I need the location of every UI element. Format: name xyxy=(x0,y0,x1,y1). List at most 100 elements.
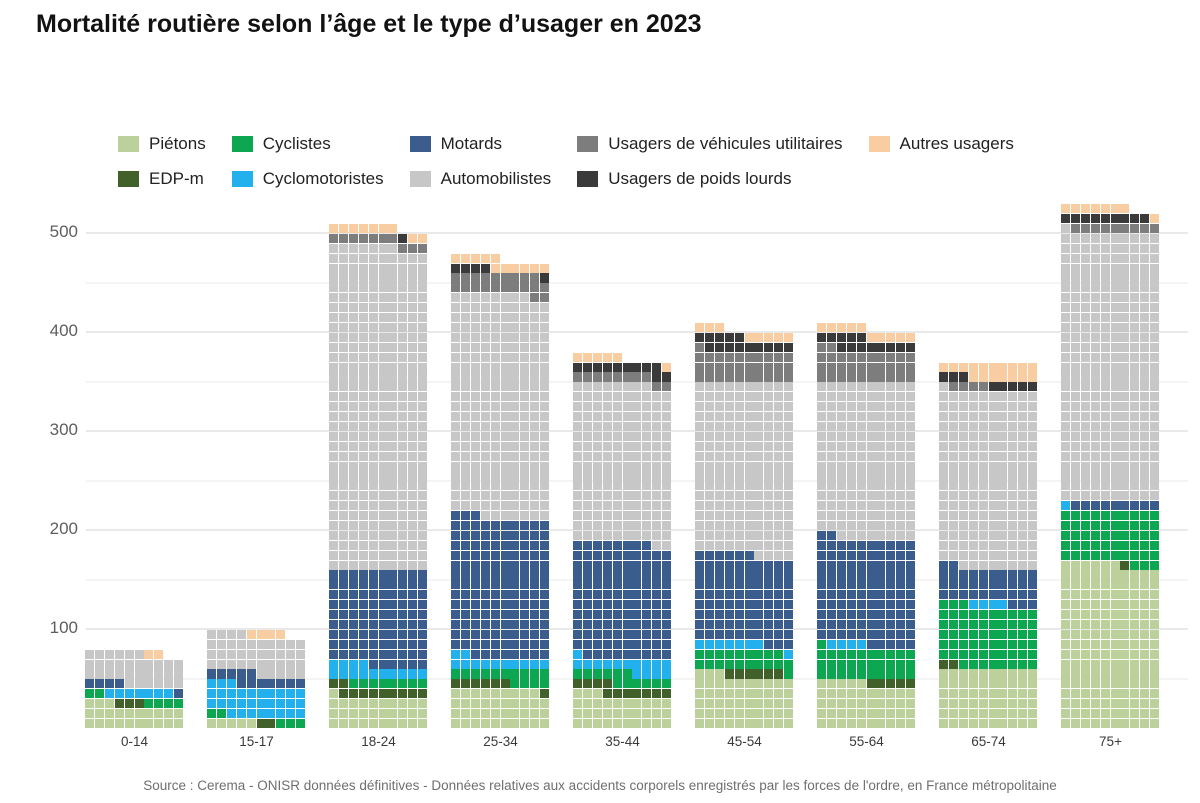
waffle-cell-cyclistes[interactable] xyxy=(724,659,734,669)
waffle-cell-motards[interactable] xyxy=(622,560,632,570)
waffle-cell-automobilistes[interactable] xyxy=(1090,441,1100,451)
waffle-cell-automobilistes[interactable] xyxy=(520,441,530,451)
waffle-cell-motards[interactable] xyxy=(540,540,550,550)
waffle-cell-cyclistes[interactable] xyxy=(1110,520,1120,530)
waffle-cell-automobilistes[interactable] xyxy=(948,481,958,491)
waffle-cell-pi-tons[interactable] xyxy=(398,718,408,728)
waffle-cell-motards[interactable] xyxy=(978,570,988,580)
waffle-cell-usagers-de-poids-lourds[interactable] xyxy=(1100,214,1110,224)
waffle-cell-motards[interactable] xyxy=(866,550,876,560)
waffle-cell-pi-tons[interactable] xyxy=(602,718,612,728)
waffle-cell-motards[interactable] xyxy=(744,560,754,570)
waffle-cell-automobilistes[interactable] xyxy=(754,550,764,560)
waffle-cell-cyclomotoristes[interactable] xyxy=(276,689,286,699)
waffle-cell-pi-tons[interactable] xyxy=(695,718,705,728)
waffle-cell-pi-tons[interactable] xyxy=(408,709,418,719)
waffle-cell-automobilistes[interactable] xyxy=(490,471,500,481)
waffle-cell-automobilistes[interactable] xyxy=(1130,392,1140,402)
waffle-cell-pi-tons[interactable] xyxy=(1150,580,1160,590)
waffle-cell-automobilistes[interactable] xyxy=(1120,461,1130,471)
waffle-cell-cyclistes[interactable] xyxy=(408,679,418,689)
waffle-cell-motards[interactable] xyxy=(540,560,550,570)
waffle-cell-motards[interactable] xyxy=(714,560,724,570)
waffle-cell-automobilistes[interactable] xyxy=(378,471,388,481)
waffle-cell-automobilistes[interactable] xyxy=(754,431,764,441)
waffle-cell-automobilistes[interactable] xyxy=(480,382,490,392)
waffle-cell-motards[interactable] xyxy=(836,580,846,590)
waffle-cell-cyclomotoristes[interactable] xyxy=(246,699,256,709)
waffle-cell-motards[interactable] xyxy=(714,629,724,639)
waffle-cell-automobilistes[interactable] xyxy=(1090,471,1100,481)
waffle-cell-automobilistes[interactable] xyxy=(1080,332,1090,342)
waffle-cell-motards[interactable] xyxy=(622,540,632,550)
waffle-cell-automobilistes[interactable] xyxy=(1070,421,1080,431)
waffle-cell-automobilistes[interactable] xyxy=(530,313,540,323)
waffle-cell-automobilistes[interactable] xyxy=(846,392,856,402)
waffle-cell-automobilistes[interactable] xyxy=(398,283,408,293)
waffle-cell-pi-tons[interactable] xyxy=(734,718,744,728)
waffle-cell-autres-usagers[interactable] xyxy=(744,332,754,342)
waffle-cell-automobilistes[interactable] xyxy=(460,352,470,362)
waffle-cell-motards[interactable] xyxy=(704,619,714,629)
waffle-cell-motards[interactable] xyxy=(1070,501,1080,511)
waffle-cell-automobilistes[interactable] xyxy=(1090,362,1100,372)
waffle-cell-motards[interactable] xyxy=(368,590,378,600)
waffle-cell-usagers-de-v-hicules-utilitaires[interactable] xyxy=(826,362,836,372)
waffle-cell-automobilistes[interactable] xyxy=(358,402,368,412)
waffle-cell-usagers-de-poids-lourds[interactable] xyxy=(774,342,784,352)
waffle-cell-automobilistes[interactable] xyxy=(582,461,592,471)
waffle-cell-motards[interactable] xyxy=(724,590,734,600)
waffle-cell-pi-tons[interactable] xyxy=(774,679,784,689)
waffle-cell-automobilistes[interactable] xyxy=(358,382,368,392)
waffle-cell-automobilistes[interactable] xyxy=(602,520,612,530)
waffle-cell-automobilistes[interactable] xyxy=(958,402,968,412)
waffle-cell-automobilistes[interactable] xyxy=(388,283,398,293)
waffle-cell-usagers-de-v-hicules-utilitaires[interactable] xyxy=(764,352,774,362)
waffle-cell-usagers-de-v-hicules-utilitaires[interactable] xyxy=(744,352,754,362)
waffle-cell-pi-tons[interactable] xyxy=(1070,689,1080,699)
waffle-cell-automobilistes[interactable] xyxy=(451,322,461,332)
waffle-cell-automobilistes[interactable] xyxy=(1120,382,1130,392)
waffle-cell-usagers-de-v-hicules-utilitaires[interactable] xyxy=(1150,223,1160,233)
waffle-cell-motards[interactable] xyxy=(734,600,744,610)
waffle-cell-pi-tons[interactable] xyxy=(704,689,714,699)
waffle-cell-automobilistes[interactable] xyxy=(1100,342,1110,352)
waffle-cell-pi-tons[interactable] xyxy=(1080,709,1090,719)
waffle-cell-automobilistes[interactable] xyxy=(817,471,827,481)
waffle-cell-cyclistes[interactable] xyxy=(896,659,906,669)
waffle-cell-motards[interactable] xyxy=(642,540,652,550)
waffle-cell-automobilistes[interactable] xyxy=(602,402,612,412)
waffle-cell-motards[interactable] xyxy=(460,550,470,560)
waffle-cell-automobilistes[interactable] xyxy=(714,421,724,431)
waffle-cell-autres-usagers[interactable] xyxy=(662,362,672,372)
waffle-cell-motards[interactable] xyxy=(174,689,184,699)
waffle-cell-automobilistes[interactable] xyxy=(642,520,652,530)
waffle-cell-automobilistes[interactable] xyxy=(662,501,672,511)
waffle-cell-automobilistes[interactable] xyxy=(408,491,418,501)
waffle-cell-motards[interactable] xyxy=(754,580,764,590)
waffle-cell-automobilistes[interactable] xyxy=(662,530,672,540)
waffle-cell-automobilistes[interactable] xyxy=(460,471,470,481)
waffle-cell-pi-tons[interactable] xyxy=(480,718,490,728)
waffle-cell-motards[interactable] xyxy=(817,619,827,629)
waffle-cell-automobilistes[interactable] xyxy=(418,501,428,511)
waffle-cell-automobilistes[interactable] xyxy=(368,412,378,422)
waffle-cell-automobilistes[interactable] xyxy=(846,491,856,501)
waffle-cell-automobilistes[interactable] xyxy=(652,392,662,402)
waffle-cell-usagers-de-poids-lourds[interactable] xyxy=(622,362,632,372)
waffle-cell-automobilistes[interactable] xyxy=(256,669,266,679)
waffle-cell-cyclistes[interactable] xyxy=(978,639,988,649)
waffle-cell-automobilistes[interactable] xyxy=(968,431,978,441)
waffle-cell-automobilistes[interactable] xyxy=(348,412,358,422)
waffle-cell-automobilistes[interactable] xyxy=(978,402,988,412)
bar-65-74[interactable] xyxy=(939,362,1038,728)
waffle-cell-automobilistes[interactable] xyxy=(886,441,896,451)
waffle-cell-usagers-de-v-hicules-utilitaires[interactable] xyxy=(1140,223,1150,233)
waffle-cell-motards[interactable] xyxy=(408,580,418,590)
waffle-cell-automobilistes[interactable] xyxy=(348,471,358,481)
waffle-cell-motards[interactable] xyxy=(592,619,602,629)
waffle-cell-automobilistes[interactable] xyxy=(998,392,1008,402)
waffle-cell-motards[interactable] xyxy=(714,550,724,560)
waffle-cell-cyclistes[interactable] xyxy=(876,649,886,659)
waffle-cell-automobilistes[interactable] xyxy=(358,491,368,501)
